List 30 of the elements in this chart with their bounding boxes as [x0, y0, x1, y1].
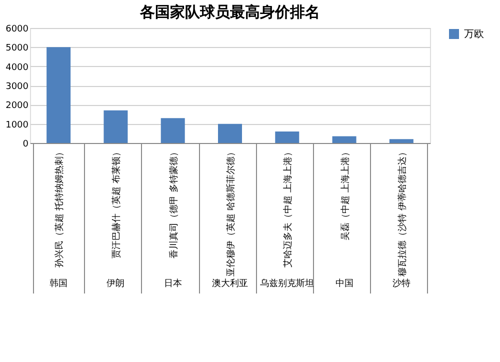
legend-label: 万欧	[464, 29, 484, 40]
bar	[160, 118, 185, 143]
x-tick-label: 穆瓦拉德（沙特 伊蒂哈德吉达）	[396, 148, 408, 276]
text: 乌兹别克斯坦	[260, 278, 314, 289]
y-tick-label: 2000	[6, 101, 29, 112]
y-tick-label: 5000	[6, 44, 29, 54]
x-tick-label: 孙兴民（英超 托特纳姆热刺）	[54, 148, 66, 268]
y-tick-label: 6000	[6, 24, 29, 34]
text: 日本	[164, 278, 182, 289]
bar	[389, 139, 414, 143]
y-tick-label: 4000	[6, 62, 29, 73]
x-tick-label: 香川真司（德甲 多特蒙德）	[168, 148, 180, 258]
x-tick-label: 吴磊（中超 上海上港）	[340, 148, 351, 240]
bar	[104, 110, 128, 143]
x-tick-label: 亚伦穆伊（英超 哈德斯菲尔德）	[226, 148, 236, 276]
chart-title: 各国家队球员最高身价排名	[139, 3, 320, 21]
bar	[332, 136, 356, 143]
text: 澳大利亚	[212, 278, 248, 289]
x-tick-label: 贾汗巴赫什（英超 布莱顿）	[111, 148, 122, 258]
bar	[46, 47, 71, 143]
y-tick-label: 3000	[6, 82, 29, 92]
bar	[218, 124, 242, 143]
x-tick-label: 艾哈迈多夫（中超 上海上港）	[282, 148, 294, 268]
text: 伊朗	[106, 278, 125, 289]
text: 中国	[335, 278, 354, 289]
y-tick-label: 0	[22, 140, 29, 150]
bar	[275, 132, 300, 143]
text: 韩国	[50, 278, 68, 289]
text: 沙特	[392, 278, 410, 289]
y-tick-label: 1000	[6, 120, 29, 130]
